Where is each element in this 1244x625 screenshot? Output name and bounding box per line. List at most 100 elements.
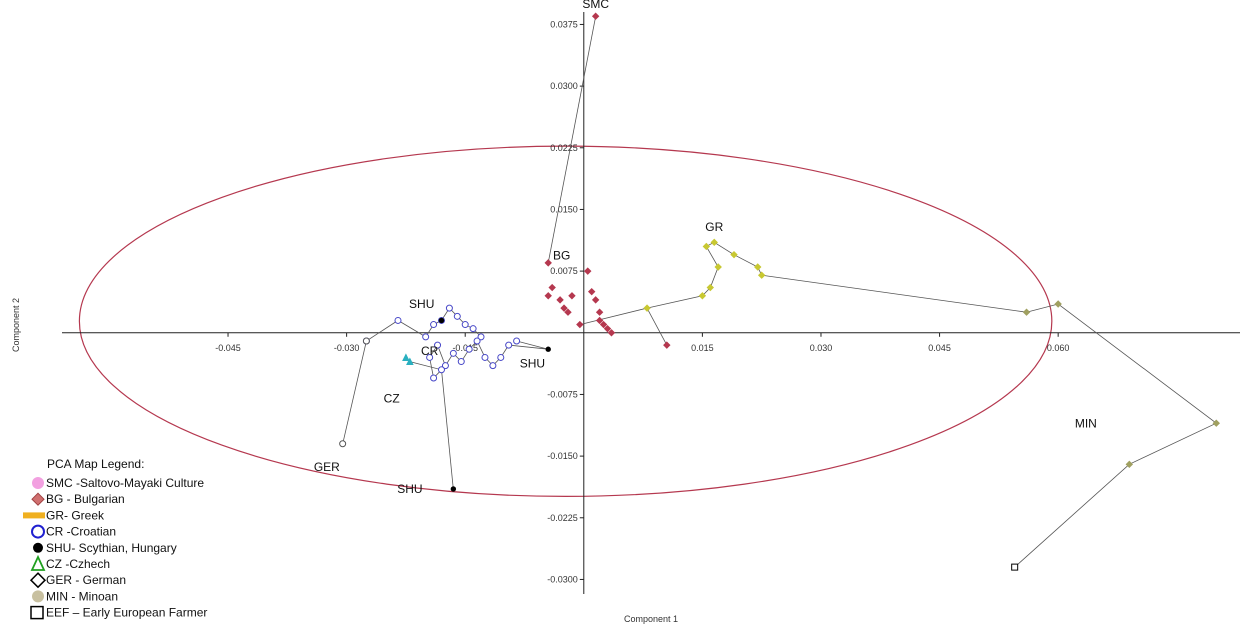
x-tick-label: -0.030 bbox=[334, 343, 360, 353]
y-tick-label: 0.0300 bbox=[550, 81, 578, 91]
y-tick-label: -0.0150 bbox=[547, 451, 578, 461]
x-tick-label: 0.015 bbox=[691, 343, 714, 353]
data-point-cr bbox=[505, 341, 513, 349]
data-point-shu bbox=[545, 346, 551, 352]
data-point-bg bbox=[595, 308, 604, 316]
data-point-bg bbox=[560, 304, 568, 312]
data-point-gr bbox=[702, 242, 711, 251]
connector-line bbox=[547, 16, 597, 263]
data-point-gr bbox=[757, 271, 766, 279]
x-axis-title: Component 1 bbox=[624, 614, 678, 624]
legend-entry: CZ -Czhech bbox=[30, 554, 110, 571]
data-point-bg bbox=[599, 320, 608, 329]
group-label: CR bbox=[421, 344, 439, 358]
data-point-cr bbox=[394, 316, 402, 324]
legend-marker bbox=[30, 605, 44, 620]
legend-entry: GER - German bbox=[29, 572, 126, 589]
legend-marker bbox=[31, 524, 45, 539]
group-label: SMC bbox=[582, 0, 609, 11]
y-tick-label: 0.0075 bbox=[550, 266, 578, 276]
y-tick-label: -0.0300 bbox=[547, 574, 578, 584]
data-point-gr bbox=[706, 283, 715, 292]
legend-entry: CR -Croatian bbox=[31, 524, 116, 539]
data-point-bg bbox=[544, 292, 552, 300]
x-tick-label: -0.015 bbox=[452, 343, 478, 353]
data-point-gr bbox=[643, 304, 651, 312]
data-point-bg bbox=[584, 267, 592, 275]
y-tick-label: 0.0225 bbox=[550, 143, 578, 153]
legend-label: GR- Greek bbox=[46, 508, 105, 522]
data-point-bg bbox=[595, 316, 604, 325]
group-label: BG bbox=[553, 249, 570, 263]
data-point-cr bbox=[461, 321, 469, 329]
data-point-gr bbox=[730, 250, 738, 259]
data-point-cr bbox=[441, 362, 449, 370]
data-point-min bbox=[1125, 460, 1134, 469]
data-point-cr bbox=[430, 321, 438, 329]
y-axis-title: Component 2 bbox=[11, 298, 21, 352]
data-point-cr bbox=[430, 374, 438, 382]
x-tick-label: -0.045 bbox=[215, 343, 241, 353]
data-point-cr bbox=[473, 337, 481, 345]
confidence-ellipse bbox=[78, 145, 1053, 497]
legend-marker bbox=[33, 542, 43, 553]
legend-marker bbox=[23, 512, 45, 519]
data-point-cr bbox=[422, 333, 430, 341]
data-point-min bbox=[1022, 308, 1031, 316]
data-point-bg bbox=[603, 324, 612, 333]
data-point-gr bbox=[710, 238, 718, 247]
data-point-gr bbox=[698, 292, 707, 300]
group-label: SHU bbox=[409, 297, 434, 311]
legend-marker bbox=[30, 554, 46, 571]
data-point-cr bbox=[434, 341, 442, 349]
group-label: MIN bbox=[1075, 416, 1097, 430]
data-point-cz bbox=[406, 357, 414, 366]
data-point-cr bbox=[481, 353, 489, 361]
legend-marker bbox=[32, 477, 44, 489]
data-point-cr bbox=[469, 325, 477, 333]
x-tick-label: 0.045 bbox=[928, 343, 951, 353]
data-point-gr bbox=[754, 263, 762, 271]
data-point-cz bbox=[402, 353, 410, 361]
data-point-cr bbox=[513, 337, 521, 345]
data-point-min bbox=[1054, 300, 1062, 308]
group-label: GER bbox=[314, 460, 340, 474]
legend-entry: SMC -Saltovo-Mayaki Culture bbox=[32, 476, 204, 490]
group-label: CZ bbox=[384, 392, 400, 406]
legend-label: SMC -Saltovo-Mayaki Culture bbox=[46, 476, 204, 490]
legend-label: MIN - Minoan bbox=[46, 589, 118, 603]
data-point-bg bbox=[607, 329, 616, 337]
group-label: SHU bbox=[397, 482, 422, 496]
y-tick-label: 0.0375 bbox=[550, 19, 578, 29]
connector-line bbox=[646, 241, 1218, 568]
y-tick-label: -0.0075 bbox=[547, 389, 578, 399]
connector-line bbox=[441, 369, 454, 490]
data-point-bg bbox=[556, 296, 564, 304]
legend-entry: BG - Bulgarian bbox=[31, 492, 125, 506]
legend: PCA Map Legend: SMC -Saltovo-Mayaki Cult… bbox=[23, 457, 207, 620]
legend-title: PCA Map Legend: bbox=[47, 457, 144, 471]
data-point-cr bbox=[465, 345, 473, 353]
data-point-bg bbox=[576, 320, 584, 329]
x-tick-label: 0.060 bbox=[1047, 343, 1070, 353]
legend-marker bbox=[32, 590, 44, 603]
data-point-cr bbox=[489, 362, 497, 370]
connector-line bbox=[342, 319, 426, 444]
connector-line bbox=[579, 307, 668, 346]
data-point-bg bbox=[548, 283, 556, 292]
data-point-ger bbox=[362, 337, 370, 345]
data-point-eef bbox=[1011, 563, 1019, 571]
data-point-bg bbox=[568, 292, 576, 300]
legend-marker bbox=[29, 572, 47, 589]
data-point-cr bbox=[437, 366, 445, 374]
data-point-bg bbox=[591, 296, 600, 304]
legend-label: SHU- Scythian, Hungary bbox=[46, 541, 177, 555]
y-tick-label: -0.0225 bbox=[547, 513, 578, 523]
data-point-smc bbox=[544, 259, 552, 267]
data-point-bg bbox=[564, 308, 572, 316]
legend-label: BG - Bulgarian bbox=[46, 492, 125, 506]
data-point-cr bbox=[445, 304, 453, 312]
legend-label: GER - German bbox=[46, 573, 126, 587]
x-tick-label: 0.030 bbox=[810, 343, 833, 353]
